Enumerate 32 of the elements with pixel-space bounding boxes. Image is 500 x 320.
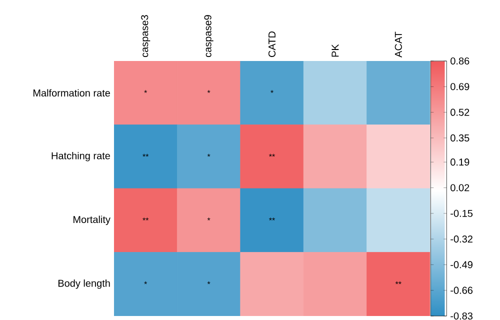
- data-label: **: [142, 154, 149, 157]
- data-label: *: [207, 90, 210, 93]
- y-tick-label: Malformation rate: [33, 89, 110, 97]
- color-bar-label: -0.83: [450, 312, 473, 320]
- y-tick-label: Body length: [58, 279, 110, 289]
- color-bar-label: -0.32: [450, 236, 472, 243]
- y-tick-label: Hatching rate: [52, 152, 110, 162]
- data-label: **: [395, 281, 402, 284]
- data-label: *: [207, 154, 210, 157]
- color-bar-label: 0.02: [450, 184, 470, 192]
- data-label: **: [142, 218, 149, 220]
- x-tick-label: ACAT: [394, 32, 402, 58]
- color-bar-label: 0.52: [450, 108, 470, 116]
- x-tick-label: caspase3: [141, 15, 150, 58]
- data-label: *: [207, 281, 210, 284]
- x-tick-label: caspase9: [204, 15, 214, 58]
- data-label: *: [270, 90, 274, 93]
- data-label: *: [207, 218, 210, 220]
- x-tick-label: PK: [332, 44, 339, 57]
- data-label: **: [269, 218, 275, 220]
- color-bar-label: -0.15: [450, 210, 473, 217]
- data-label: **: [269, 154, 275, 157]
- color-bar-label: 0.69: [450, 83, 470, 90]
- x-tick-label: CATD: [268, 31, 276, 57]
- color-bar-label: -0.49: [450, 261, 472, 268]
- color-bar-label: 0.86: [450, 57, 470, 65]
- y-tick-label: Mortality: [74, 216, 110, 226]
- color-bar-label: 0.35: [450, 134, 470, 142]
- data-label: *: [144, 90, 148, 93]
- color-bar-label: 0.19: [450, 158, 470, 166]
- color-bar-label: -0.66: [450, 286, 473, 294]
- data-label: *: [144, 281, 148, 284]
